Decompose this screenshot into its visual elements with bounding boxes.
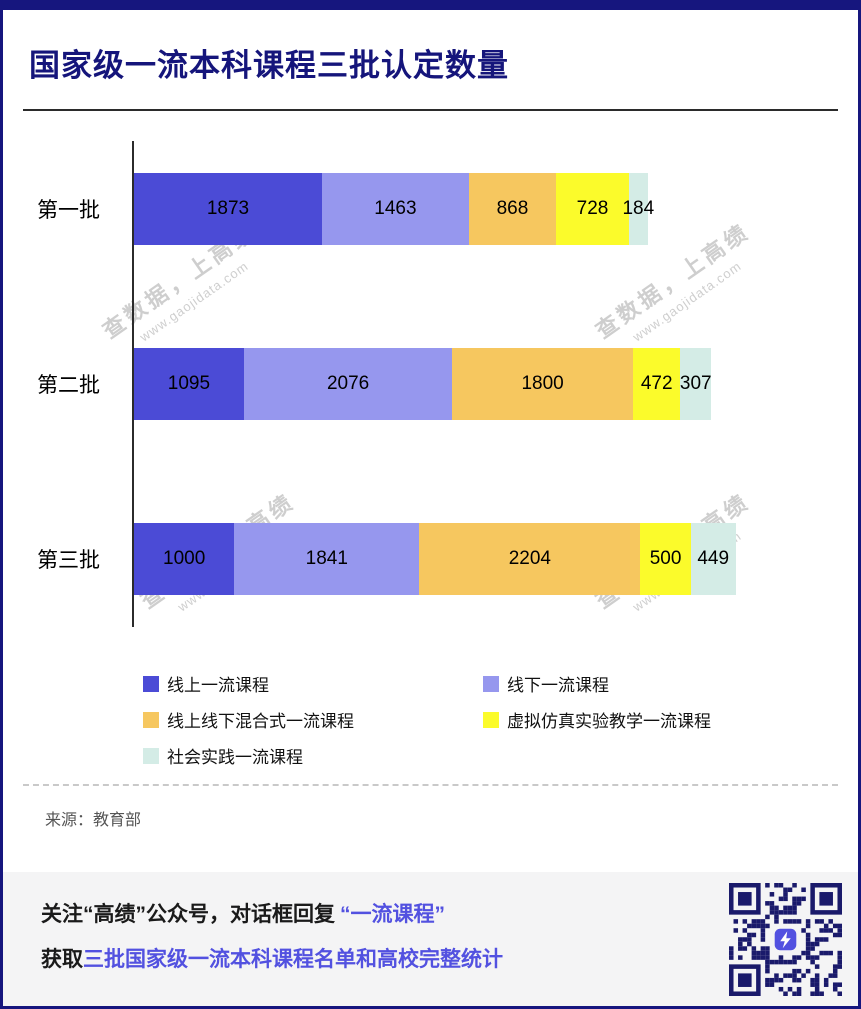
bar-segment: 307 [679,348,712,420]
legend: 线上一流课程 线下一流课程线上线下混合式一流课程 虚拟仿真实验教学一流课程社会实践一… [143,671,858,768]
value-label: 1841 [305,548,348,569]
bar-segment: 1000 [134,523,235,595]
chart: 第一批 1873 1463 868 728 184 第二批 1095 2076 1800 472 30… [3,111,858,627]
stacked-bar: 1873 1463 868 728 184 [134,173,654,245]
source-note: 来源：教育部 [45,812,142,829]
legend-item: 线下一流课程 [483,671,711,696]
dashed-divider [23,784,838,786]
value-label: 1800 [521,373,564,394]
bar-segment: 184 [622,173,654,245]
qr-code [729,883,842,996]
value-label: 307 [679,373,712,394]
legend-label: 线上一流课程 [167,676,269,695]
category-label: 第一批 [37,199,100,222]
bar-segment: 1841 [234,523,420,595]
legend-swatch [483,711,499,728]
title-divider [23,109,838,111]
stacked-bar: 1095 2076 1800 472 307 [134,348,712,420]
bar-row: 第一批 1873 1463 868 728 184 [3,173,858,245]
footer-line1-text: 关注“高绩”公众号，对话框回复 [41,903,335,926]
value-label: 472 [640,373,673,394]
legend-label: 线上线下混合式一流课程 [167,712,354,731]
value-label: 500 [649,548,682,569]
footer-line-1: 关注“高绩”公众号，对话框回复 “一流课程” [41,898,708,928]
footer-banner: 关注“高绩”公众号，对话框回复 “一流课程” 获取三批国家级一流本科课程名单和高校… [3,872,858,1006]
value-label: 1000 [163,548,206,569]
value-label: 2204 [508,548,551,569]
bar-segment: 1800 [452,348,633,420]
bar-row: 第三批 1000 1841 2204 500 449 [3,523,858,595]
legend-item: 线上线下混合式一流课程 [143,707,483,732]
bar-segment: 472 [632,348,681,420]
legend-swatch [143,747,159,764]
bar-segment: 2204 [419,523,641,595]
footer-line2-text: 获取 [41,948,83,971]
bar-segment: 2076 [243,348,453,420]
legend-item: 线上一流课程 [143,671,483,696]
legend-label: 线下一流课程 [507,676,609,695]
bar-segment: 1463 [322,173,469,245]
bar-segment: 1873 [134,173,322,245]
category-label: 第二批 [37,374,100,397]
bar-segment: 868 [468,173,556,245]
page-title: 国家级一流本科课程三批认定数量 [29,48,509,83]
value-label: 184 [622,198,655,219]
value-label: 449 [697,548,730,569]
chart-rows: 第一批 1873 1463 868 728 184 第二批 1095 2076 1800 472 30… [3,173,858,595]
bar-segment: 1095 [134,348,244,420]
legend-swatch [143,675,159,692]
footer-line1-highlight: “一流课程” [340,903,445,926]
value-label: 1463 [374,198,417,219]
legend-item: 社会实践一流课程 [143,743,483,768]
bar-segment: 500 [640,523,691,595]
value-label: 868 [496,198,529,219]
bar-row: 第二批 1095 2076 1800 472 307 [3,348,858,420]
legend-label: 虚拟仿真实验教学一流课程 [507,712,711,731]
legend-label: 社会实践一流课程 [167,748,303,767]
value-label: 728 [576,198,609,219]
bar-segment: 728 [555,173,630,245]
legend-swatch [143,711,159,728]
y-axis-line [132,141,134,627]
stacked-bar: 1000 1841 2204 500 449 [134,523,736,595]
category-label: 第三批 [37,549,100,572]
footer-line2-highlight: 三批国家级一流本科课程名单和高校完整统计 [83,948,503,971]
value-label: 1095 [167,373,211,394]
legend-item: 虚拟仿真实验教学一流课程 [483,707,711,732]
bar-segment: 449 [690,523,736,595]
footer-line-2: 获取三批国家级一流本科课程名单和高校完整统计 [41,943,708,973]
legend-swatch [483,675,499,692]
value-label: 1873 [206,198,250,219]
value-label: 2076 [326,373,370,394]
